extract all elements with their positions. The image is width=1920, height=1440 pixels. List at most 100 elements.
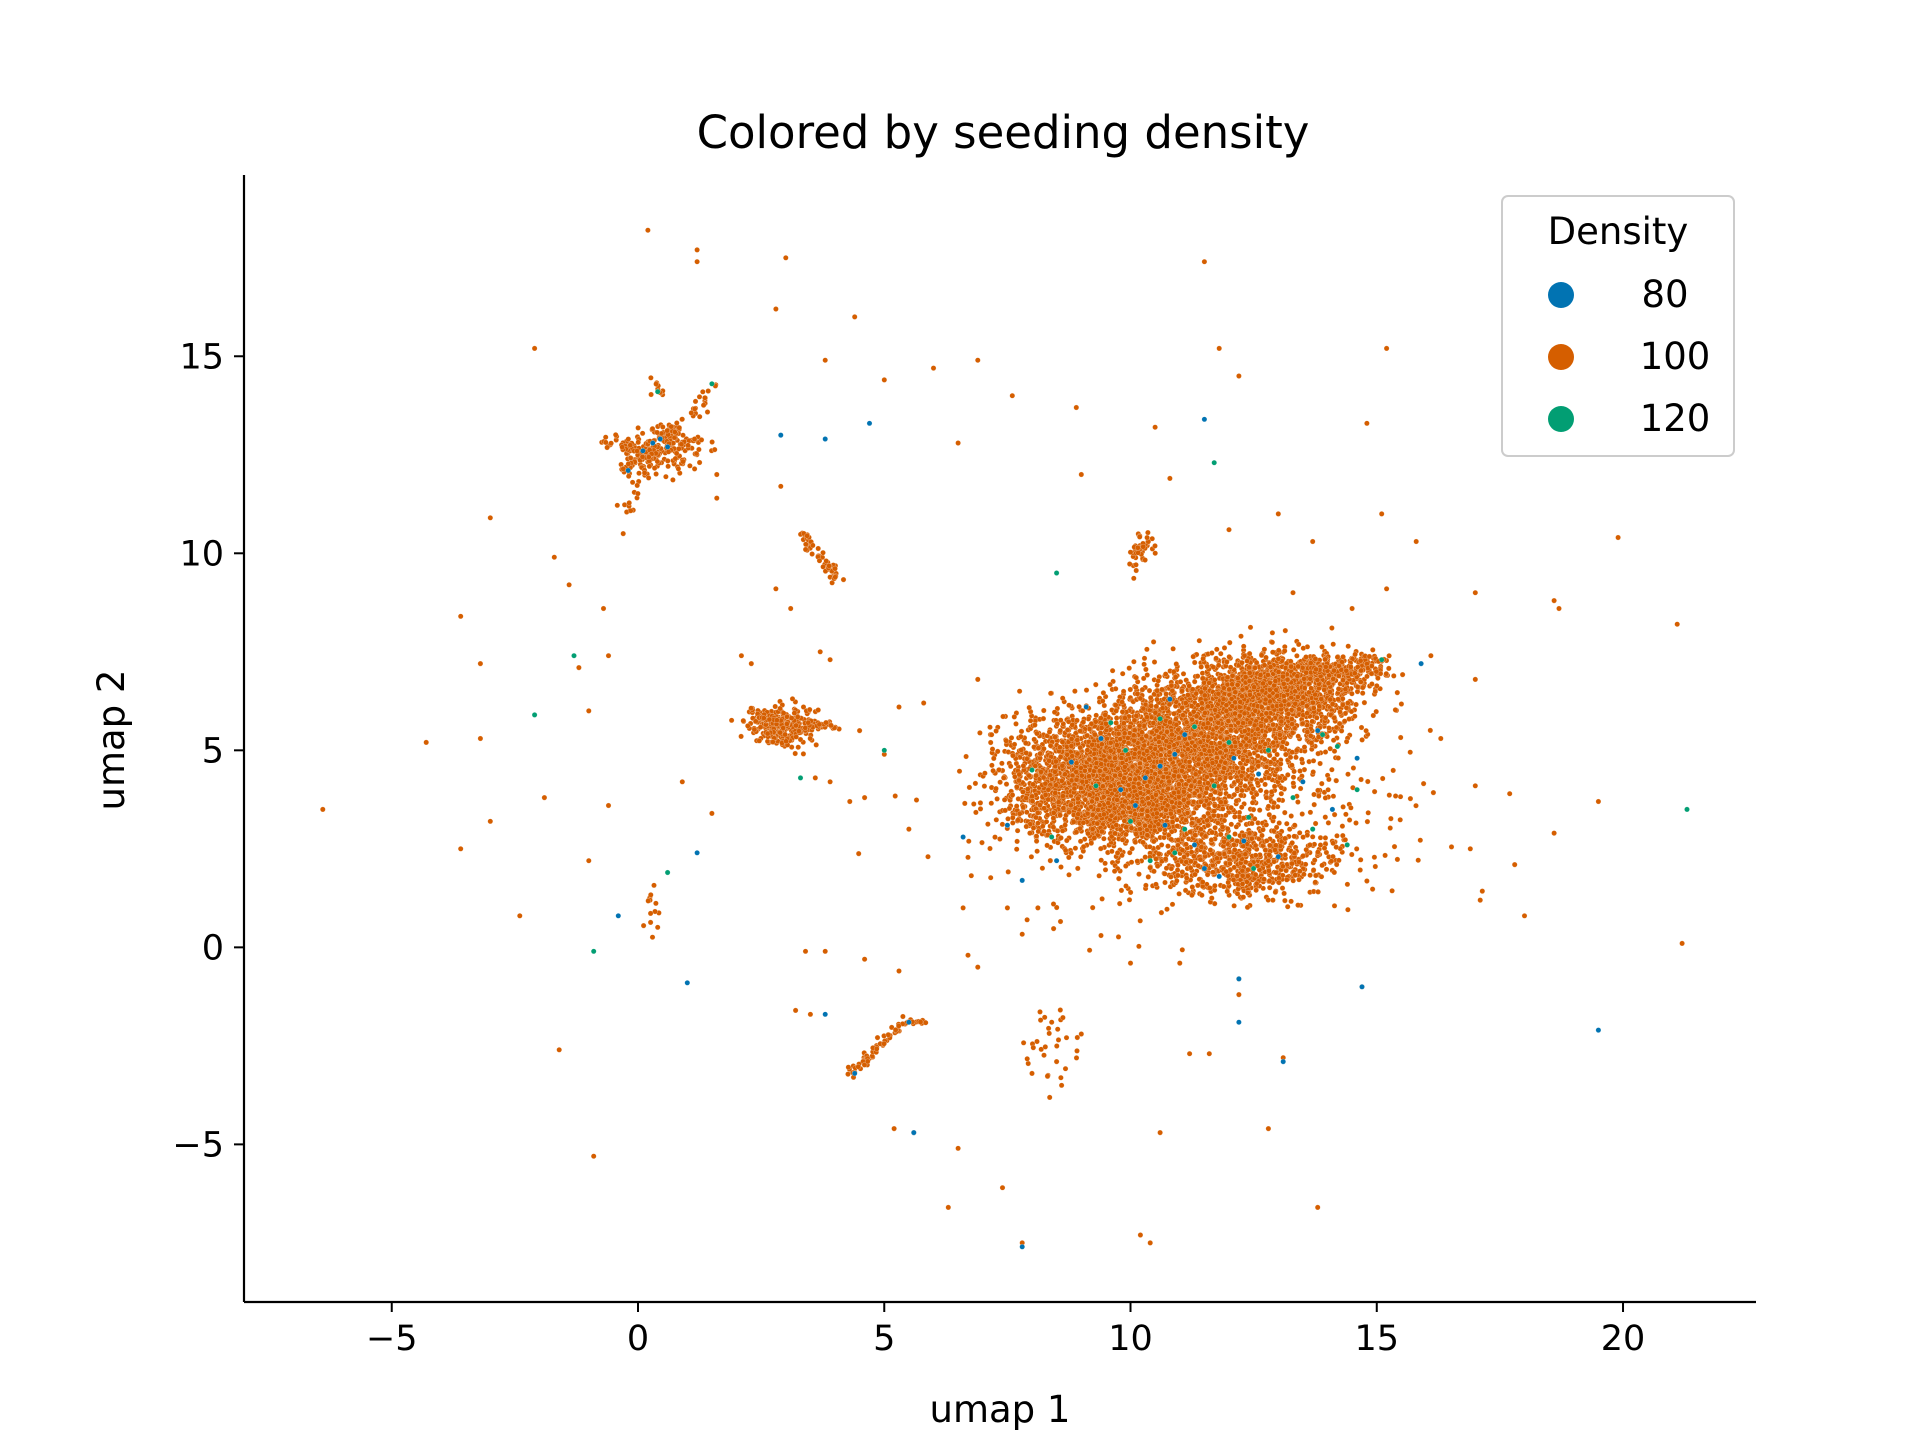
point-density-100 bbox=[1072, 688, 1078, 694]
point-density-100 bbox=[1233, 765, 1240, 771]
point-density-100 bbox=[1227, 639, 1233, 646]
point-density-100 bbox=[1235, 749, 1242, 756]
point-density-100 bbox=[1102, 867, 1109, 873]
point-density-100 bbox=[1276, 797, 1282, 803]
point-density-100 bbox=[1133, 674, 1139, 681]
point-density-100 bbox=[1158, 746, 1164, 753]
point-density-100 bbox=[987, 724, 993, 731]
point-density-100 bbox=[1131, 727, 1138, 734]
point-density-100 bbox=[1326, 725, 1332, 731]
point-density-100 bbox=[913, 797, 920, 803]
point-density-100 bbox=[1247, 751, 1253, 758]
point-density-100 bbox=[999, 760, 1005, 767]
point-density-100 bbox=[1311, 791, 1317, 798]
point-density-100 bbox=[1206, 748, 1213, 755]
point-density-100 bbox=[1121, 720, 1127, 727]
point-density-100 bbox=[1093, 681, 1099, 688]
point-density-100 bbox=[1218, 650, 1224, 657]
point-density-100 bbox=[1159, 686, 1165, 693]
points-layer bbox=[319, 227, 1690, 1250]
point-density-100 bbox=[1170, 668, 1177, 675]
point-density-100 bbox=[1268, 789, 1275, 795]
point-density-100 bbox=[1027, 717, 1034, 724]
point-density-100 bbox=[1167, 719, 1173, 726]
point-density-100 bbox=[1163, 766, 1169, 773]
point-density-100 bbox=[1222, 759, 1229, 766]
point-density-100 bbox=[1219, 726, 1225, 733]
point-density-100 bbox=[1195, 756, 1202, 763]
point-density-100 bbox=[1243, 742, 1250, 749]
point-density-100 bbox=[1131, 751, 1138, 757]
point-density-100 bbox=[1131, 737, 1137, 744]
point-density-100 bbox=[1266, 775, 1272, 781]
point-density-100 bbox=[1297, 768, 1303, 774]
point-density-100 bbox=[1279, 744, 1285, 750]
point-density-100 bbox=[1120, 688, 1127, 695]
point-density-100 bbox=[1166, 743, 1172, 750]
point-density-100 bbox=[1217, 734, 1224, 741]
point-density-100 bbox=[1148, 703, 1154, 709]
point-density-100 bbox=[1179, 752, 1186, 759]
point-density-100 bbox=[1196, 779, 1203, 786]
point-density-100 bbox=[1204, 774, 1210, 780]
point-density-100 bbox=[1394, 689, 1401, 696]
point-density-100 bbox=[1151, 659, 1158, 665]
point-density-100 bbox=[1162, 671, 1169, 677]
point-density-100 bbox=[1239, 787, 1245, 794]
point-density-100 bbox=[1266, 752, 1273, 759]
point-density-100 bbox=[1083, 687, 1090, 693]
point-density-100 bbox=[1232, 739, 1238, 746]
point-density-100 bbox=[1141, 661, 1147, 668]
point-density-100 bbox=[963, 753, 969, 760]
point-density-100 bbox=[1163, 738, 1170, 745]
point-density-100 bbox=[1274, 766, 1281, 773]
point-density-100 bbox=[1180, 712, 1186, 719]
point-density-100 bbox=[1238, 804, 1245, 811]
point-density-100 bbox=[1098, 715, 1104, 722]
point-density-100 bbox=[1171, 710, 1177, 717]
point-density-100 bbox=[1213, 724, 1220, 731]
point-density-100 bbox=[1188, 703, 1195, 709]
point-density-100 bbox=[1139, 686, 1146, 693]
point-density-100 bbox=[1143, 666, 1149, 673]
point-density-100 bbox=[1310, 769, 1316, 775]
point-density-100 bbox=[1237, 742, 1244, 748]
point-density-100 bbox=[1146, 687, 1153, 694]
point-density-100 bbox=[1194, 673, 1201, 679]
point-density-100 bbox=[1153, 703, 1160, 710]
point-density-100 bbox=[1141, 655, 1148, 662]
point-density-100 bbox=[1171, 773, 1177, 779]
point-density-100 bbox=[1191, 678, 1198, 685]
point-density-100 bbox=[1078, 854, 1084, 860]
point-density-100 bbox=[1352, 713, 1358, 720]
point-density-100 bbox=[1154, 696, 1160, 703]
chart-title: Colored by seeding density bbox=[697, 106, 1310, 159]
point-density-100 bbox=[1212, 769, 1219, 776]
point-density-100 bbox=[1269, 630, 1276, 636]
point-density-100 bbox=[1107, 681, 1113, 688]
point-density-100 bbox=[1177, 679, 1184, 685]
point-density-100 bbox=[1191, 659, 1198, 666]
point-density-100 bbox=[1176, 781, 1182, 788]
point-density-100 bbox=[1180, 671, 1187, 677]
point-density-100 bbox=[1274, 751, 1280, 758]
point-density-100 bbox=[1190, 799, 1197, 805]
point-density-100 bbox=[1255, 763, 1262, 769]
point-density-100 bbox=[1144, 714, 1150, 720]
point-density-100 bbox=[1204, 756, 1210, 763]
point-density-100 bbox=[1127, 776, 1133, 783]
point-density-100 bbox=[1018, 728, 1025, 735]
point-density-100 bbox=[1166, 701, 1173, 708]
point-density-100 bbox=[1221, 765, 1227, 772]
point-density-100 bbox=[1014, 838, 1020, 845]
point-density-100 bbox=[1243, 735, 1250, 742]
point-density-100 bbox=[1322, 749, 1329, 755]
point-density-100 bbox=[1168, 682, 1175, 689]
point-density-100 bbox=[1113, 715, 1120, 721]
point-density-100 bbox=[1301, 744, 1308, 750]
point-density-100 bbox=[1217, 749, 1224, 756]
point-density-100 bbox=[1195, 761, 1202, 768]
point-density-100 bbox=[1173, 716, 1179, 723]
point-density-100 bbox=[981, 783, 988, 789]
point-density-100 bbox=[1200, 655, 1206, 662]
